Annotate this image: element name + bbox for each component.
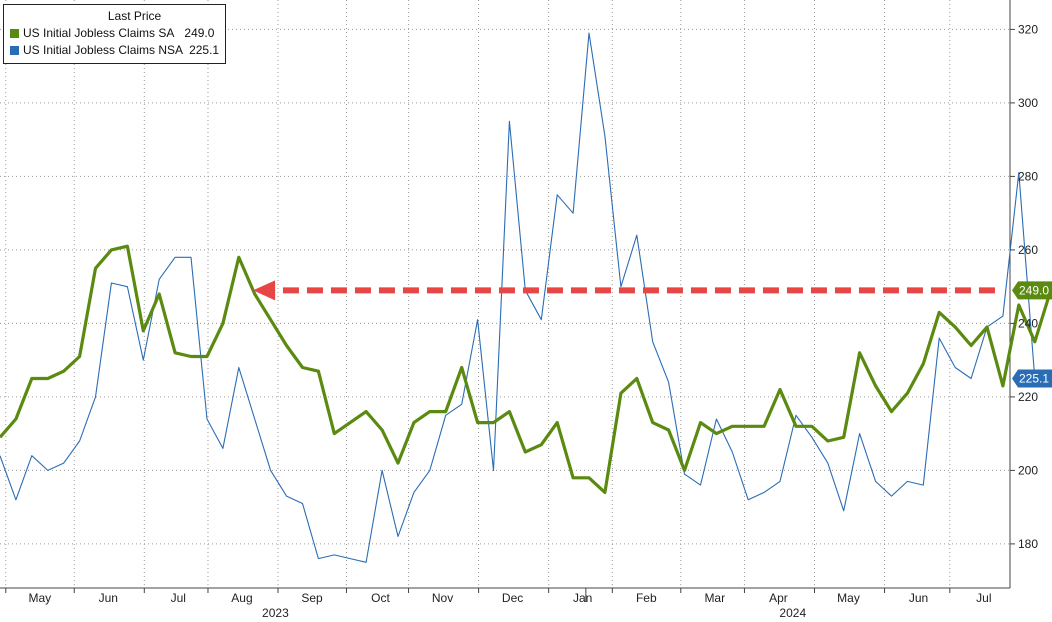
legend-value-sa: 249.0 (184, 26, 215, 40)
gridlines (0, 0, 1010, 588)
last-value-tag-nsa: 225.1 (1012, 369, 1052, 388)
x-year-label: 2024 (779, 606, 806, 620)
tag-shape (1012, 369, 1052, 388)
last-value-tag-sa: 249.0 (1012, 281, 1052, 300)
legend-label-nsa: US Initial Jobless Claims NSA (23, 43, 184, 57)
x-tick-label: Feb (636, 591, 657, 605)
arrow-annotation (253, 280, 995, 301)
tag-shape (1012, 281, 1052, 300)
x-tick-label: Nov (432, 591, 453, 605)
y-tick-label: 240 (1018, 316, 1038, 330)
x-tick-label: Dec (502, 591, 523, 605)
x-tick-label: Jun (909, 591, 928, 605)
x-year-label: 2023 (262, 606, 289, 620)
y-tick-label: 180 (1018, 537, 1038, 551)
legend-title: Last Price (107, 9, 162, 23)
last-value-labels: 249.0 225.1 (1012, 281, 1052, 388)
series-line-nsa (0, 32, 1036, 563)
legend-item-sa: US Initial Jobless Claims SA 249.0 (10, 25, 219, 42)
legend-label-sa: US Initial Jobless Claims SA (23, 26, 175, 40)
tag-text: 225.1 (1019, 372, 1049, 386)
x-tick-label: Aug (231, 591, 252, 605)
tag-text: 249.0 (1019, 283, 1049, 297)
y-tick-label: 300 (1018, 96, 1038, 110)
y-tick-label: 280 (1018, 169, 1038, 183)
legend-swatch-sa (10, 29, 19, 38)
arrow-head (253, 280, 276, 301)
x-tick-label: Jul (171, 591, 186, 605)
x-tick-label: Oct (371, 591, 390, 605)
legend-value-nsa: 225.1 (189, 43, 220, 57)
y-tick-label: 200 (1018, 463, 1038, 477)
x-tick-label: May (28, 591, 51, 605)
x-tick-label: Jun (99, 591, 118, 605)
x-tick-label: Sep (301, 591, 323, 605)
legend-swatch-nsa (10, 46, 19, 55)
x-tick-label: Mar (704, 591, 725, 605)
x-tick-label: Jan (573, 591, 592, 605)
y-tick-label: 260 (1018, 243, 1038, 257)
x-axis: May Jun Jul Aug Sep Oct Nov Dec Jan Feb Mar Apr May J… (5, 588, 991, 620)
series-layer (0, 32, 1052, 563)
legend-item-nsa: US Initial Jobless Claims NSA 225.1 (10, 42, 219, 59)
x-tick-label: Jul (976, 591, 991, 605)
y-axis: 180 200 220 240 260 280 300 320 (1010, 22, 1038, 551)
y-tick-label: 320 (1018, 22, 1038, 36)
y-tick-label: 220 (1018, 390, 1038, 404)
series-line-sa (0, 244, 1052, 494)
legend: Last Price US Initial Jobless Claims SA … (3, 4, 227, 64)
x-tick-label: Apr (769, 591, 788, 605)
x-tick-label: May (837, 591, 860, 605)
